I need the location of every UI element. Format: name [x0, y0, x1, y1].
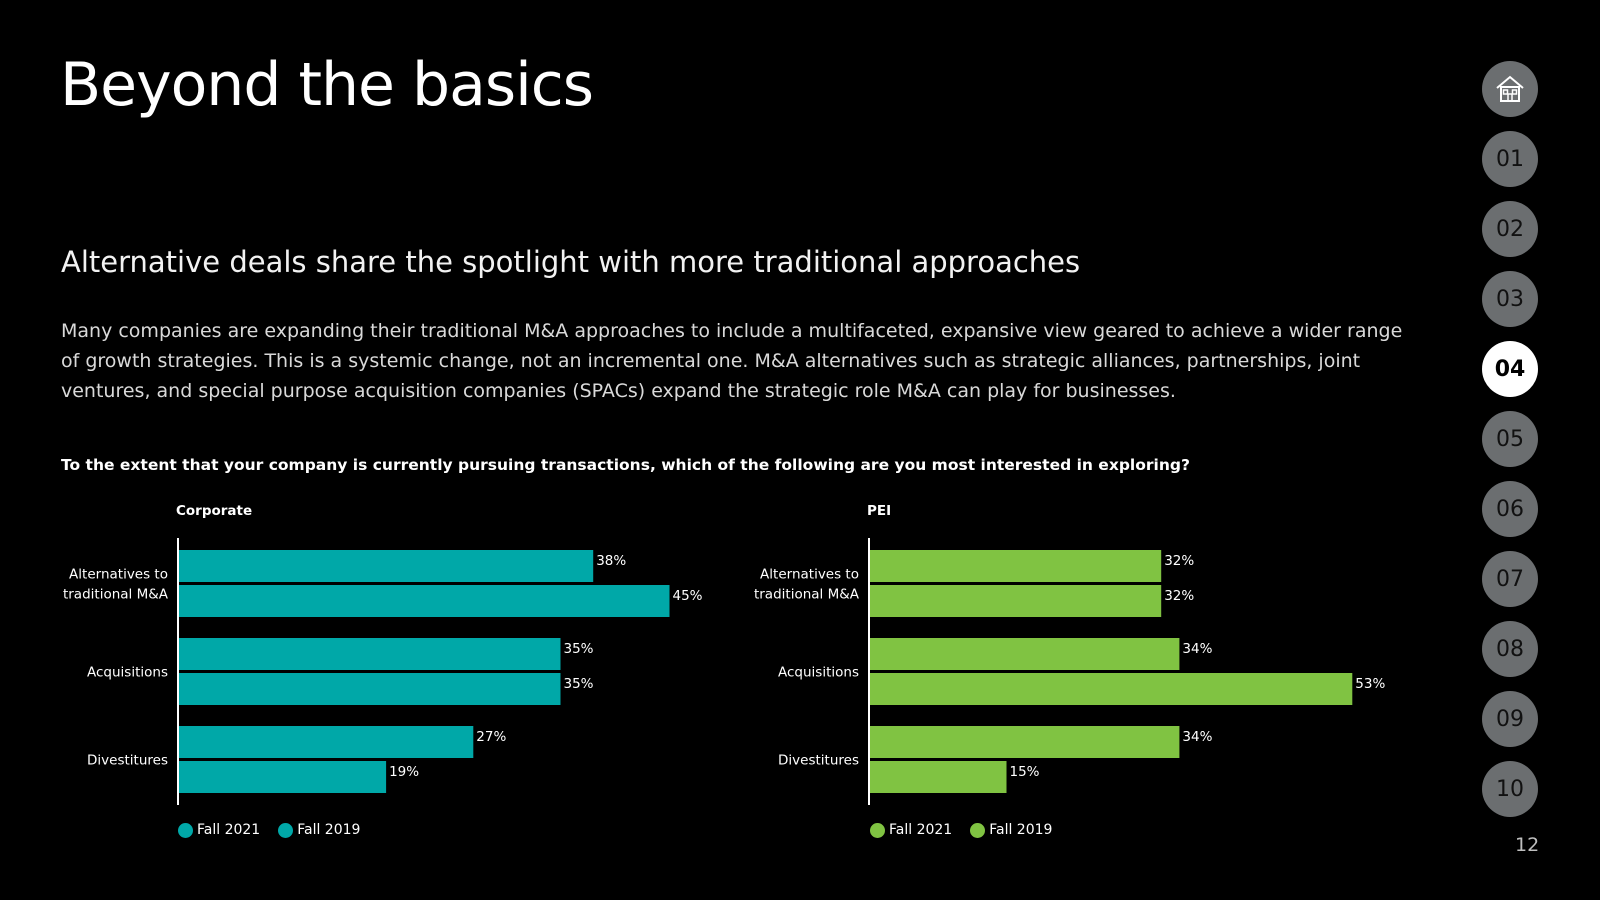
data-label: 32% [1164, 553, 1194, 569]
section-subtitle: Alternative deals share the spotlight wi… [61, 245, 1081, 279]
nav-item-10[interactable]: 10 [1482, 761, 1538, 817]
pei-legend: Fall 2021 Fall 2019 [870, 822, 1052, 838]
home-icon [1496, 75, 1524, 102]
nav-item-01[interactable]: 01 [1482, 131, 1538, 187]
bar-1-1 [179, 673, 561, 705]
bar-1-1 [870, 673, 1353, 705]
page-title: Beyond the basics [60, 50, 594, 120]
legend-swatch [278, 822, 294, 838]
bar-2-0 [179, 726, 474, 758]
category-label: traditional M&A [63, 587, 169, 603]
legend-label: Fall 2019 [297, 822, 361, 838]
survey-question: To the extent that your company is curre… [61, 456, 1190, 474]
bar-2-1 [870, 761, 1007, 793]
data-label: 34% [1182, 729, 1212, 745]
data-label: 35% [564, 676, 594, 692]
nav-item-05[interactable]: 05 [1482, 411, 1538, 467]
nav-item-02[interactable]: 02 [1482, 201, 1538, 257]
body-paragraph: Many companies are expanding their tradi… [61, 320, 1403, 402]
category-label: Alternatives to [69, 567, 168, 583]
legend-swatch [178, 822, 193, 838]
data-label: 32% [1164, 588, 1194, 604]
data-label: 19% [389, 764, 419, 780]
legend-item-fall-2021: Fall 2021 [178, 822, 260, 838]
legend-label: Fall 2019 [989, 822, 1053, 838]
legend-label: Fall 2021 [889, 822, 953, 838]
bar-0-0 [870, 550, 1162, 582]
data-label: 53% [1355, 676, 1385, 692]
data-label: 27% [476, 729, 506, 745]
home-button[interactable] [1482, 61, 1538, 117]
nav-item-03[interactable]: 03 [1482, 271, 1538, 327]
corporate-bar-chart: 38% 45% Alternatives to traditional M&A 35% 3… [63, 538, 703, 805]
legend-swatch [870, 822, 885, 838]
bar-2-1 [179, 761, 387, 793]
legend-item-fall-2019: Fall 2019 [278, 822, 360, 838]
section-nav: 01 02 03 04 05 06 07 08 09 10 [1482, 61, 1538, 817]
bar-0-1 [870, 585, 1162, 617]
chart-title-pei: PEI [867, 503, 892, 519]
nav-item-06[interactable]: 06 [1482, 481, 1538, 537]
category-label: Acquisitions [778, 665, 859, 681]
category-label: Alternatives to [760, 567, 859, 583]
data-label: 15% [1010, 764, 1040, 780]
data-label: 34% [1182, 641, 1212, 657]
corporate-legend: Fall 2021 Fall 2019 [178, 822, 360, 838]
category-label: Acquisitions [87, 665, 168, 681]
category-label: Divestitures [87, 753, 168, 769]
bar-0-0 [179, 550, 594, 582]
nav-item-09[interactable]: 09 [1482, 691, 1538, 747]
data-label: 35% [564, 641, 594, 657]
data-label: 45% [673, 588, 703, 604]
chart-title-corporate: Corporate [176, 503, 253, 519]
nav-item-04[interactable]: 04 [1482, 341, 1538, 397]
bar-1-0 [870, 638, 1180, 670]
nav-item-08[interactable]: 08 [1482, 621, 1538, 677]
data-label: 38% [596, 553, 626, 569]
legend-swatch [970, 822, 986, 838]
category-label: traditional M&A [754, 587, 860, 603]
page-number: 12 [1515, 834, 1540, 856]
legend-item-fall-2021: Fall 2021 [870, 822, 952, 838]
legend-item-fall-2019: Fall 2019 [970, 822, 1052, 838]
legend-label: Fall 2021 [197, 822, 261, 838]
bar-1-0 [179, 638, 561, 670]
bar-2-0 [870, 726, 1180, 758]
bar-0-1 [179, 585, 670, 617]
category-label: Divestitures [778, 753, 859, 769]
nav-item-07[interactable]: 07 [1482, 551, 1538, 607]
